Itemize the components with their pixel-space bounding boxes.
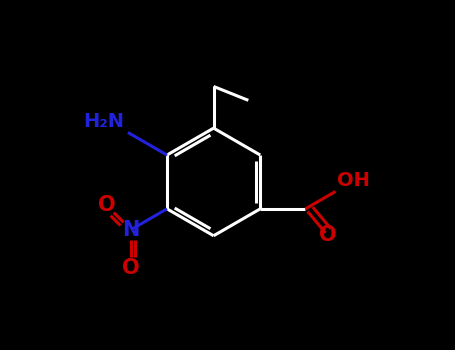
- Text: O: O: [97, 195, 115, 215]
- Text: OH: OH: [337, 171, 370, 190]
- Text: N: N: [122, 220, 140, 240]
- Text: H₂N: H₂N: [83, 112, 124, 131]
- Text: O: O: [319, 225, 337, 245]
- Text: O: O: [122, 258, 140, 278]
